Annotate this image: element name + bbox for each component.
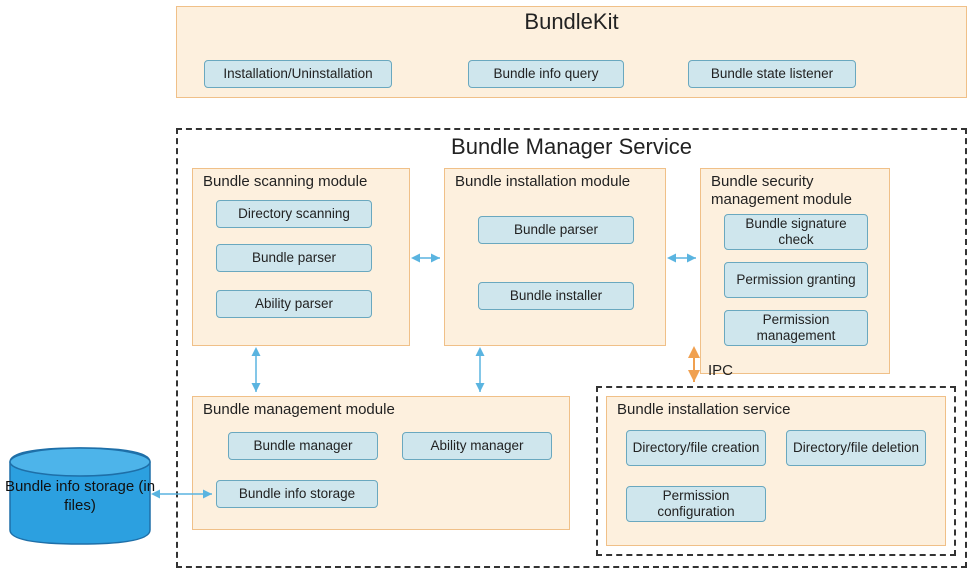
install-service-title: Bundle installation service [607, 397, 945, 420]
management-title: Bundle management module [193, 397, 569, 420]
bundlekit-item: Bundle info query [468, 60, 624, 88]
ipc-label: IPC [708, 362, 733, 379]
bundlekit-item: Installation/Uninstallation [204, 60, 392, 88]
install-service-panel: Bundle installation service [606, 396, 946, 546]
management-item: Ability manager [402, 432, 552, 460]
install-service-item: Permission configuration [626, 486, 766, 522]
scanning-title: Bundle scanning module [193, 169, 409, 192]
install-service-item: Directory/file creation [626, 430, 766, 466]
management-item: Bundle manager [228, 432, 378, 460]
scanning-item: Bundle parser [216, 244, 372, 272]
installation-item: Bundle parser [478, 216, 634, 244]
security-item: Permission granting [724, 262, 868, 298]
security-item: Bundle signature check [724, 214, 868, 250]
bundlekit-title: BundleKit [177, 9, 966, 35]
management-item: Bundle info storage [216, 480, 378, 508]
security-title: Bundle security management module [701, 169, 889, 211]
scanning-item: Directory scanning [216, 200, 372, 228]
installation-module: Bundle installation module [444, 168, 666, 346]
management-module: Bundle management module [192, 396, 570, 530]
scanning-item: Ability parser [216, 290, 372, 318]
service-title: Bundle Manager Service [178, 134, 965, 160]
installation-item: Bundle installer [478, 282, 634, 310]
security-item: Permission management [724, 310, 868, 346]
cylinder-label: Bundle info storage (in files) [0, 478, 160, 516]
installation-title: Bundle installation module [445, 169, 665, 192]
bundlekit-item: Bundle state listener [688, 60, 856, 88]
install-service-item: Directory/file deletion [786, 430, 926, 466]
